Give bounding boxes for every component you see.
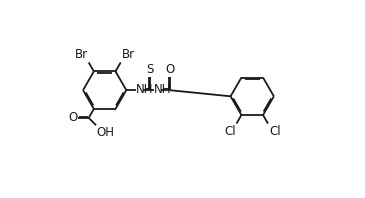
Text: Br: Br — [122, 49, 135, 62]
Text: NH: NH — [136, 83, 153, 96]
Text: Br: Br — [74, 49, 88, 62]
Text: O: O — [165, 63, 174, 76]
Text: OH: OH — [97, 126, 115, 139]
Text: NH: NH — [154, 83, 172, 96]
Text: O: O — [68, 111, 77, 124]
Text: Cl: Cl — [269, 125, 281, 138]
Text: S: S — [146, 63, 153, 76]
Text: Cl: Cl — [224, 125, 235, 138]
